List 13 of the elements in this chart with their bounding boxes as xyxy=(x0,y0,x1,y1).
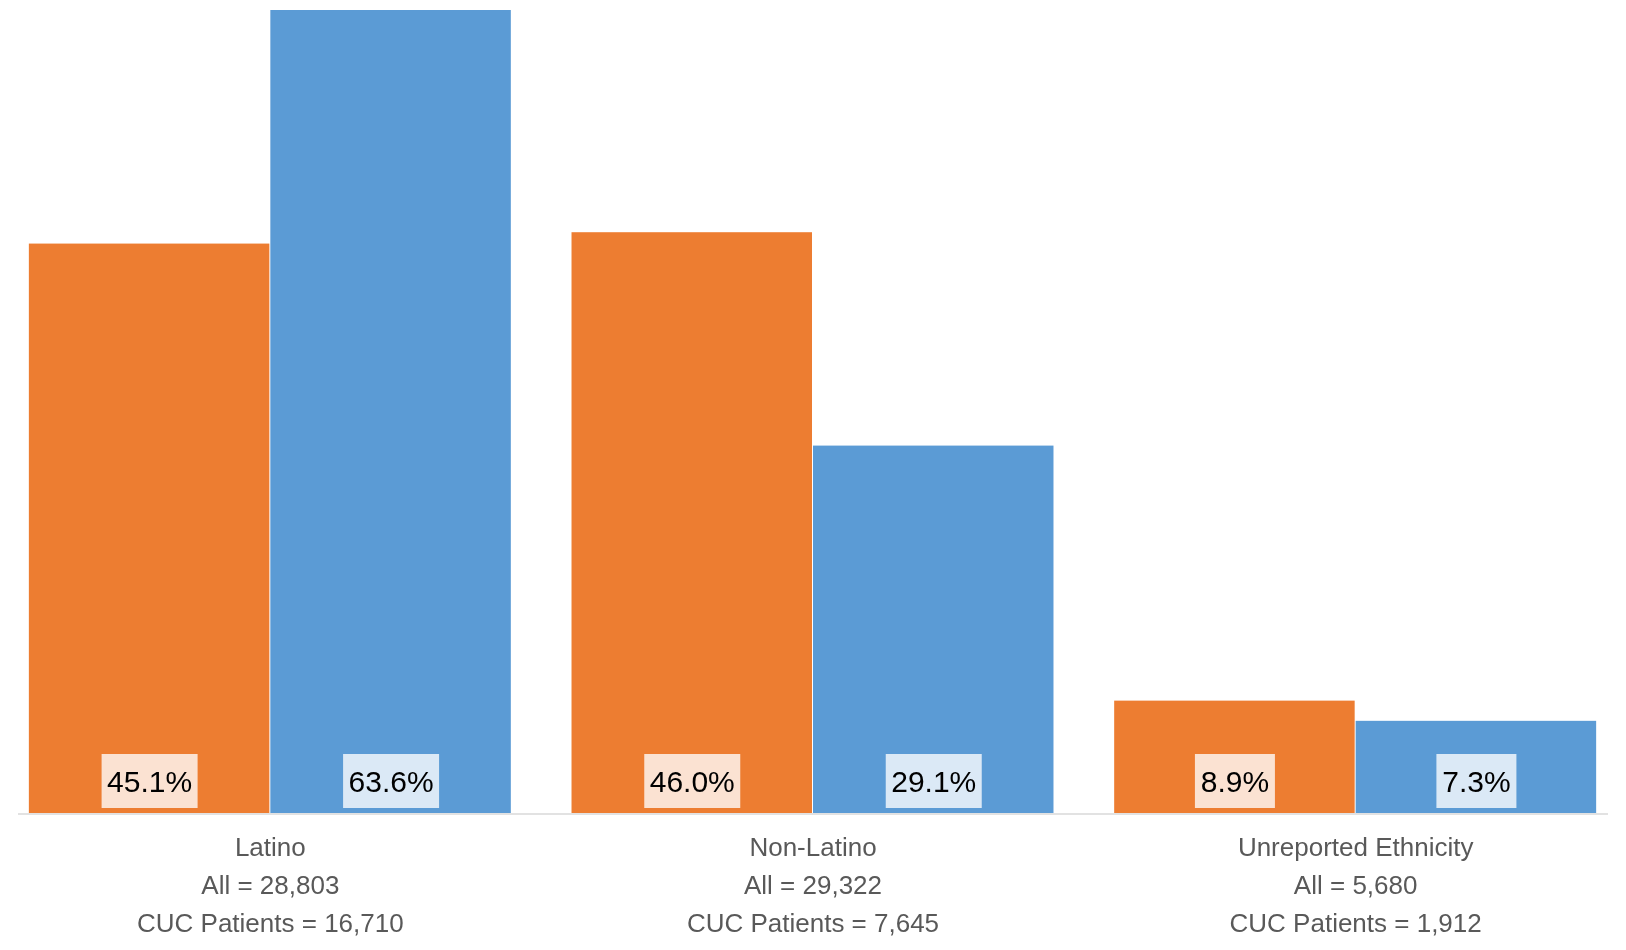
x-tick-label: Latino All = 28,803 CUC Patients = 16,710 xyxy=(137,832,404,938)
data-label: 7.3% xyxy=(1442,765,1511,798)
data-label: 8.9% xyxy=(1200,765,1270,798)
bar xyxy=(270,10,511,813)
x-tick-label: Non-Latino All = 29,322 CUC Patients = 7,645 xyxy=(686,832,940,938)
bar xyxy=(813,445,1054,813)
bar xyxy=(571,232,812,813)
data-label: 46.0% xyxy=(649,765,735,798)
data-label: 45.1% xyxy=(107,765,193,798)
x-tick-label: Unreported Ethnicity All = 5,680 CUC Patients = 1,912 xyxy=(1229,832,1482,938)
bar xyxy=(28,243,270,813)
data-label: 63.6% xyxy=(348,765,434,798)
data-label: 29.1% xyxy=(891,765,977,798)
